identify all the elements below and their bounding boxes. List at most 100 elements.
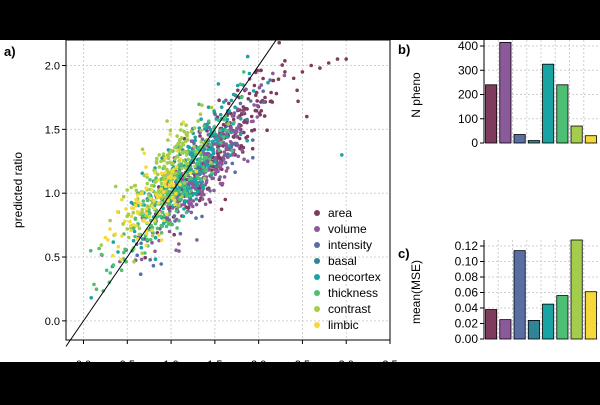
scatter-point-contrast bbox=[137, 226, 142, 231]
scatter-point-contrast bbox=[150, 233, 155, 238]
scatter-point-limbic bbox=[134, 224, 138, 228]
scatter-grid bbox=[66, 40, 391, 340]
scatter-point-thickness bbox=[133, 217, 138, 221]
scatter-point-limbic bbox=[170, 180, 174, 185]
scatter-point-area bbox=[231, 117, 236, 122]
scatter-point-neocortex bbox=[211, 147, 215, 152]
scatter-point-neocortex bbox=[181, 214, 186, 219]
scatter-point-thickness bbox=[154, 176, 158, 180]
scatter-point-limbic bbox=[144, 211, 149, 216]
scatter-point-area bbox=[254, 93, 258, 97]
scatter-point-intensity bbox=[248, 99, 253, 103]
n-pheno-bar-limbic bbox=[584, 135, 597, 144]
scatter-point-contrast bbox=[182, 181, 187, 185]
scatter-point-limbic bbox=[172, 176, 177, 180]
scatter-point-neocortex bbox=[218, 133, 223, 137]
scatter-point-contrast bbox=[192, 144, 196, 149]
scatter-point-limbic bbox=[142, 151, 147, 156]
scatter-point-neocortex bbox=[89, 296, 93, 300]
scatter-point-contrast bbox=[179, 136, 184, 140]
scatter-point-thickness bbox=[167, 202, 171, 206]
n-pheno-bar-contrast bbox=[570, 125, 583, 144]
scatter-point-neocortex bbox=[247, 71, 252, 76]
scatter-point-intensity bbox=[172, 214, 177, 218]
n-pheno-y-tick-label: 0 bbox=[471, 136, 478, 150]
scatter-point-thickness bbox=[222, 117, 226, 122]
scatter-point-intensity bbox=[233, 141, 237, 146]
scatter-point-area bbox=[344, 57, 349, 61]
scatter-point-volume bbox=[230, 114, 235, 118]
scatter-point-neocortex bbox=[194, 197, 199, 201]
scatter-point-volume bbox=[212, 188, 216, 193]
scatter-point-contrast bbox=[168, 160, 172, 165]
scatter-point-thickness bbox=[232, 120, 236, 125]
scatter-point-limbic bbox=[170, 196, 174, 200]
scatter-point-neocortex bbox=[225, 117, 230, 122]
scatter-point-limbic bbox=[144, 165, 148, 169]
scatter-point-thickness bbox=[217, 148, 221, 153]
scatter-point-volume bbox=[244, 87, 248, 92]
scatter-point-neocortex bbox=[207, 164, 211, 168]
scatter-x-tick-label: 1.0 bbox=[163, 359, 178, 371]
n-pheno-bar-area bbox=[485, 84, 498, 144]
mse-bar-neocortex bbox=[542, 303, 555, 340]
scatter-point-thickness bbox=[166, 190, 171, 195]
scatter-point-basal bbox=[214, 164, 218, 169]
scatter-point-contrast bbox=[226, 122, 230, 126]
legend-label-thickness: thickness bbox=[328, 286, 378, 300]
scatter-point-contrast bbox=[189, 129, 194, 134]
scatter-point-contrast bbox=[180, 166, 184, 171]
scatter-point-contrast bbox=[175, 134, 179, 138]
scatter-point-limbic bbox=[174, 165, 179, 169]
scatter-point-volume bbox=[177, 249, 181, 253]
scatter-x-tick-label: 2.5 bbox=[295, 359, 310, 371]
mse-y-tick-label: 0.02 bbox=[455, 317, 479, 331]
scatter-point-contrast bbox=[145, 204, 150, 208]
scatter-point-limbic bbox=[145, 172, 149, 177]
scatter-point-intensity bbox=[194, 216, 198, 220]
scatter-point-area bbox=[239, 144, 244, 148]
scatter-point-thickness bbox=[122, 250, 126, 255]
scatter-point-volume bbox=[255, 103, 260, 108]
scatter-point-thickness bbox=[221, 135, 226, 139]
scatter-point-thickness bbox=[239, 95, 244, 100]
scatter-point-volume bbox=[236, 154, 241, 159]
scatter-point-neocortex bbox=[231, 92, 236, 97]
scatter-point-contrast bbox=[193, 164, 197, 169]
scatter-point-neocortex bbox=[201, 183, 205, 188]
scatter-y-tick-label: 2.0 bbox=[45, 61, 60, 73]
scatter-point-limbic bbox=[144, 243, 149, 248]
scatter-point-volume bbox=[237, 124, 241, 128]
scatter-point-volume bbox=[174, 248, 178, 252]
scatter-point-neocortex bbox=[186, 187, 190, 191]
mse-grid bbox=[484, 240, 598, 340]
scatter-point-neocortex bbox=[116, 250, 120, 254]
scatter-point-volume bbox=[242, 157, 246, 162]
scatter-point-neocortex bbox=[183, 199, 188, 204]
scatter-point-limbic bbox=[163, 156, 168, 160]
scatter-point-neocortex bbox=[229, 130, 234, 135]
scatter-point-limbic bbox=[178, 182, 182, 187]
scatter-point-limbic bbox=[159, 187, 163, 191]
scatter-point-limbic bbox=[156, 178, 161, 182]
mse-bar-limbic bbox=[584, 291, 597, 340]
scatter-point-thickness bbox=[242, 70, 246, 74]
n-pheno-bar-thickness bbox=[556, 84, 569, 144]
scatter-point-neocortex bbox=[227, 144, 231, 148]
scatter-point-volume bbox=[222, 157, 226, 161]
scatter-point-volume bbox=[200, 197, 205, 201]
scatter-point-volume bbox=[271, 71, 275, 76]
scatter-point-contrast bbox=[182, 129, 186, 134]
scatter-point-neocortex bbox=[245, 54, 250, 59]
scatter-point-volume bbox=[177, 242, 181, 246]
scatter-point-contrast bbox=[179, 151, 184, 155]
n-pheno-axis: 0 100 200 300 400 bbox=[458, 39, 485, 150]
scatter-point-limbic bbox=[124, 207, 128, 211]
scatter-point-neocortex bbox=[235, 83, 240, 88]
scatter-point-volume bbox=[235, 130, 239, 134]
scatter-point-contrast bbox=[156, 172, 160, 177]
scatter-point-contrast bbox=[168, 128, 173, 133]
scatter-point-area bbox=[269, 90, 273, 95]
scatter-point-thickness bbox=[148, 178, 152, 182]
scatter-point-thickness bbox=[185, 194, 189, 198]
